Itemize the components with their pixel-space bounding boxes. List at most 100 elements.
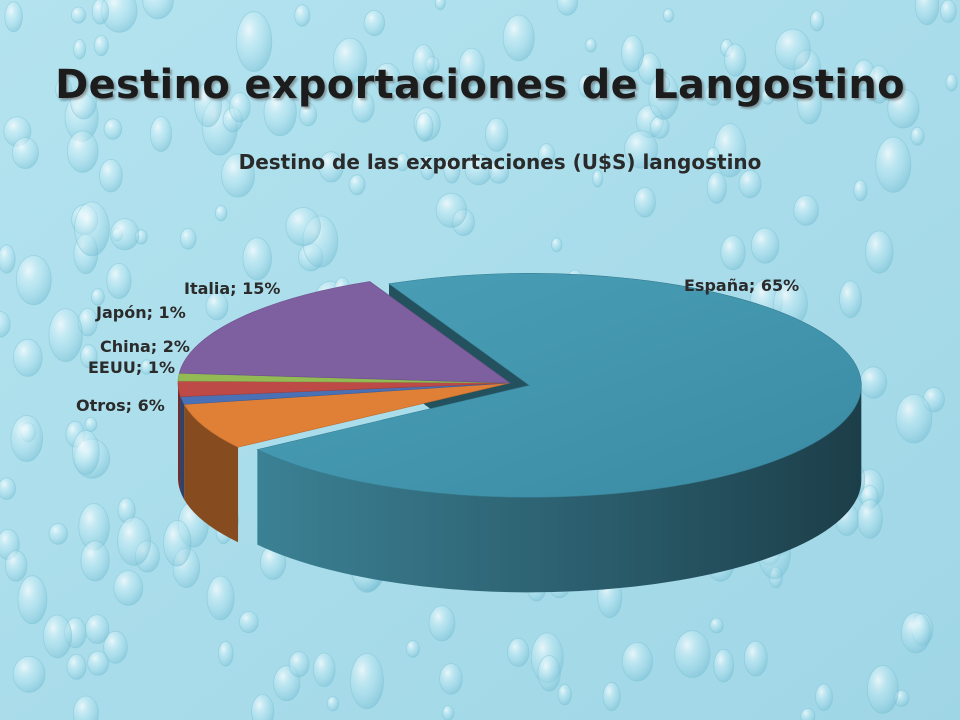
water-drop	[206, 575, 235, 621]
water-drop	[434, 0, 446, 11]
pie-slice-china-side	[178, 383, 181, 492]
water-drop	[0, 477, 16, 500]
water-drop	[326, 695, 339, 712]
water-drop	[602, 681, 621, 712]
water-drop	[218, 640, 234, 667]
water-drop	[875, 136, 912, 193]
water-drop	[332, 37, 367, 85]
water-drop	[797, 85, 822, 125]
water-drop	[42, 614, 73, 659]
water-drop	[704, 84, 723, 106]
water-drop	[312, 652, 336, 687]
water-drop	[70, 6, 87, 24]
water-drop	[55, 78, 73, 102]
water-drop	[621, 642, 654, 682]
water-drop	[412, 44, 435, 81]
water-drop	[214, 205, 228, 222]
water-drop	[655, 74, 671, 93]
water-drop	[91, 0, 109, 25]
water-drop	[439, 663, 463, 695]
water-drop	[774, 28, 811, 71]
water-drop	[106, 262, 132, 299]
water-drop	[351, 91, 375, 123]
water-drop	[194, 82, 223, 128]
water-drop	[66, 130, 99, 173]
water-drop	[895, 394, 933, 444]
water-drop	[800, 708, 816, 720]
water-drop	[251, 694, 275, 720]
water-drop	[350, 653, 384, 710]
water-drop	[502, 14, 535, 62]
water-drop	[72, 695, 99, 720]
data-label-otros: Otros; 6%	[76, 396, 165, 415]
water-drop	[557, 683, 572, 706]
water-drop	[99, 158, 123, 193]
water-drop	[537, 143, 556, 168]
pie-slice-otros-side	[184, 404, 239, 543]
water-drop	[551, 237, 563, 253]
water-drop	[940, 0, 957, 23]
water-drop	[537, 655, 561, 692]
water-drop	[867, 65, 891, 104]
water-drop	[80, 540, 110, 582]
water-drop	[229, 91, 251, 123]
data-label-china: China; 2%	[100, 337, 190, 356]
water-drop	[294, 4, 311, 27]
water-drop	[84, 614, 110, 644]
water-drop	[443, 156, 461, 184]
water-drop	[485, 117, 509, 152]
water-drop	[117, 516, 152, 566]
water-drop	[910, 126, 925, 146]
water-drop	[103, 118, 123, 140]
water-drop	[17, 575, 48, 625]
water-drop	[853, 179, 868, 202]
water-drop	[709, 617, 724, 634]
water-drop	[48, 523, 68, 545]
water-drop	[592, 169, 604, 188]
water-drop	[205, 292, 229, 321]
water-drop	[373, 63, 401, 95]
water-drop	[72, 429, 100, 476]
water-drop	[488, 159, 510, 184]
water-drop	[442, 705, 455, 720]
water-drop	[724, 43, 747, 77]
water-drop	[236, 11, 273, 72]
water-drop	[585, 38, 597, 53]
water-drop	[10, 414, 43, 462]
water-drop	[634, 186, 656, 218]
pie-slice-eeuu-side	[180, 396, 185, 500]
water-drop	[839, 280, 862, 319]
water-drop	[12, 338, 43, 377]
water-drop	[720, 235, 746, 271]
water-drop	[348, 174, 366, 196]
water-drop	[809, 10, 825, 32]
data-label-espa-a: España; 65%	[684, 276, 799, 295]
water-drop	[87, 650, 110, 676]
water-drop	[743, 640, 768, 677]
water-drop	[110, 218, 140, 251]
water-drop	[887, 88, 920, 129]
water-drop	[395, 152, 410, 172]
water-drop	[113, 570, 144, 606]
water-drop	[674, 630, 711, 678]
water-drop	[900, 612, 931, 654]
water-drop	[238, 611, 259, 634]
water-drop	[80, 344, 98, 369]
water-drop	[70, 84, 97, 120]
water-drop	[713, 648, 734, 683]
water-drop	[74, 201, 110, 257]
water-drop	[48, 308, 83, 363]
water-drop	[750, 227, 780, 264]
water-drop	[458, 47, 485, 87]
water-drop	[0, 311, 11, 338]
water-drop	[761, 88, 775, 105]
water-drop	[420, 154, 436, 181]
water-drop	[815, 683, 833, 711]
pie-slice-espa-a	[256, 273, 862, 498]
water-drop	[179, 228, 197, 250]
water-drop	[11, 137, 39, 169]
pie-slice-espa-a-side	[257, 385, 862, 593]
water-drop	[507, 637, 530, 668]
water-drop	[149, 116, 172, 152]
